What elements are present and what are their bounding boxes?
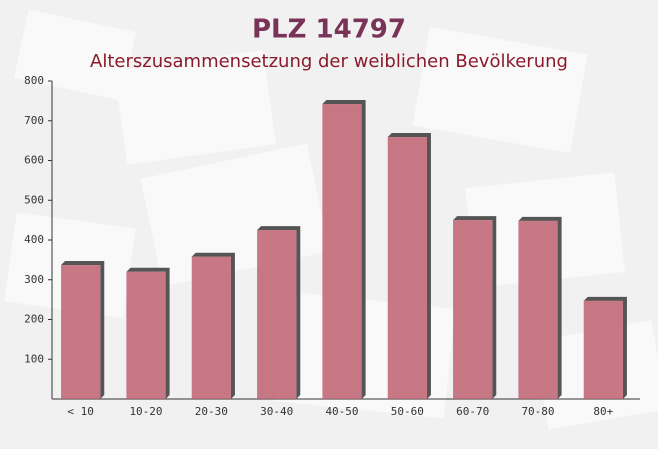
bar [322, 104, 362, 400]
bar [61, 265, 101, 399]
y-tick-label: 400 [24, 233, 44, 246]
bar [191, 256, 231, 399]
y-tick-label: 200 [24, 313, 44, 326]
x-tick-label: 10-20 [129, 405, 162, 418]
bar [126, 271, 166, 399]
bar [387, 137, 427, 400]
x-tick-label: 30-40 [260, 405, 293, 418]
chart-title: PLZ 14797 [252, 15, 406, 45]
chart-subtitle: Alterszusammensetzung der weiblichen Bev… [90, 51, 568, 72]
x-tick-label: < 10 [67, 405, 94, 418]
x-tick-label: 70-80 [521, 405, 554, 418]
bar [583, 300, 623, 399]
y-tick-label: 600 [24, 154, 44, 167]
bar [257, 230, 297, 399]
y-tick-label: 700 [24, 114, 44, 127]
x-tick-label: 40-50 [325, 405, 358, 418]
x-tick-label: 60-70 [456, 405, 489, 418]
y-tick-label: 300 [24, 273, 44, 286]
x-tick-label: 50-60 [391, 405, 424, 418]
bar [518, 220, 558, 399]
bar [453, 220, 493, 399]
y-tick-label: 100 [24, 352, 44, 365]
y-tick-label: 500 [24, 193, 44, 206]
x-tick-label: 20-30 [195, 405, 228, 418]
y-tick-label: 800 [24, 74, 44, 87]
x-tick-label: 80+ [593, 405, 613, 418]
